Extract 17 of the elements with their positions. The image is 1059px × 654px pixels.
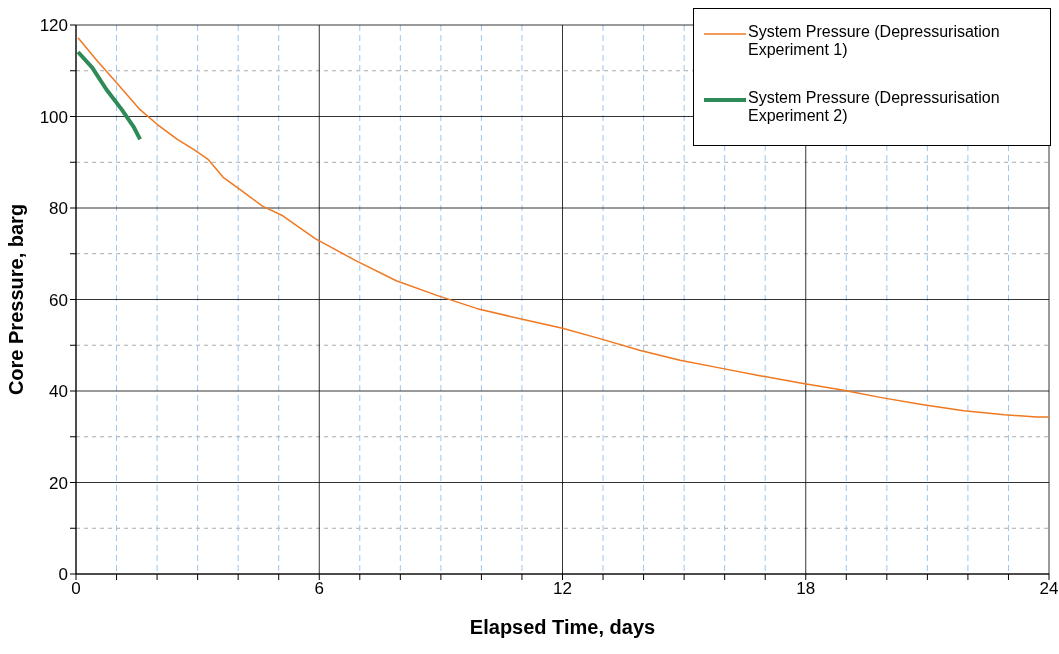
y-tick-label: 100 [39,107,68,127]
y-tick-label: 80 [49,199,68,219]
x-tick-label: 12 [553,579,572,599]
x-tick-label: 0 [71,579,81,599]
y-tick-label: 60 [49,290,68,310]
y-tick-label: 20 [49,473,68,493]
line-series [76,49,143,142]
x-axis-title: Elapsed Time, days [469,616,656,638]
y-tick-label: 120 [39,16,68,36]
x-tick-label: 18 [796,579,816,599]
x-tick-label: 6 [314,579,324,599]
legend-label: System Pressure (Depressurisation Experiment 1) [748,23,1001,59]
y-axis-title: Core Pressure, barg [5,203,28,396]
y-tick-label: 0 [58,565,68,585]
y-tick-label: 40 [49,382,68,402]
x-tick-label: 24 [1039,579,1059,599]
legend-label: System Pressure (Depressurisation Experiment 2) [748,89,1001,125]
